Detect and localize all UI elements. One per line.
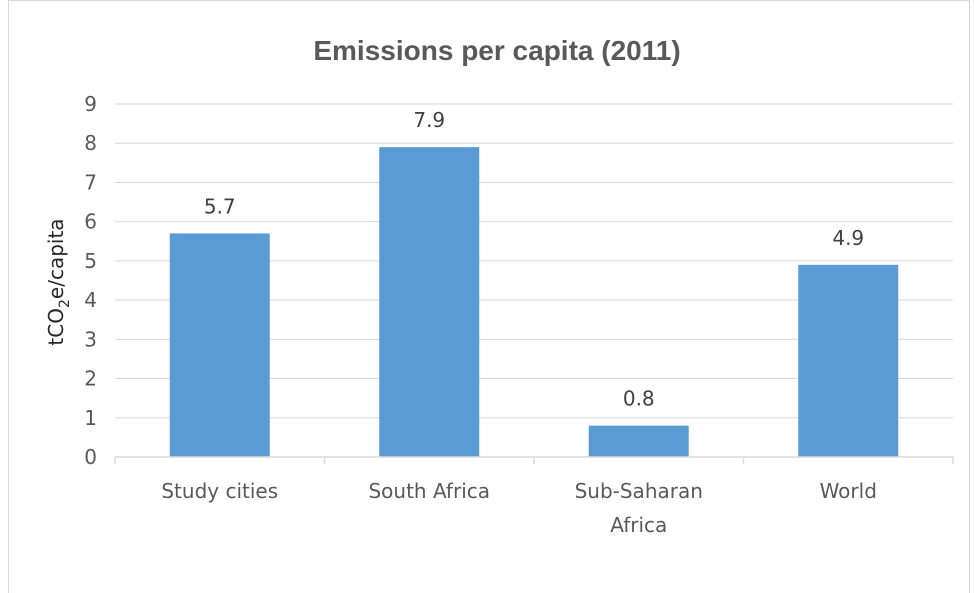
chart-title: Emissions per capita (2011) <box>313 35 680 66</box>
bars <box>169 147 899 457</box>
y-tick-label-7: 7 <box>84 170 97 194</box>
x-axis-categories: Study cities South Africa Sub-Saharan Afric… <box>161 479 877 537</box>
category-label-0: Study cities <box>161 479 278 503</box>
y-tick-label-1: 1 <box>84 406 97 430</box>
category-label-3: World <box>820 479 877 503</box>
x-axis <box>114 456 954 464</box>
y-axis-ticks: 0 1 2 3 4 5 6 7 8 9 <box>84 92 97 469</box>
bar-3 <box>798 264 899 457</box>
bar-1 <box>379 147 480 457</box>
category-label-2: Sub-Saharan Africa <box>575 479 703 537</box>
y-tick-label-8: 8 <box>84 131 97 155</box>
y-tick-label-6: 6 <box>84 210 97 234</box>
bar-0 <box>169 233 270 457</box>
category-label-1: South Africa <box>368 479 490 503</box>
bar-2 <box>588 425 689 457</box>
y-tick-label-3: 3 <box>84 327 97 351</box>
y-tick-label-5: 5 <box>84 249 97 273</box>
y-axis-label: tCO2e/capita <box>44 218 73 345</box>
data-labels: 5.7 7.9 0.8 4.9 <box>204 108 864 410</box>
data-label-0: 5.7 <box>204 194 236 218</box>
y-tick-label-2: 2 <box>84 367 97 391</box>
y-tick-label-0: 0 <box>84 445 97 469</box>
data-label-2: 0.8 <box>623 387 655 411</box>
data-label-3: 4.9 <box>832 226 864 250</box>
data-label-1: 7.9 <box>413 108 445 132</box>
y-axis-label-subscript: 2 <box>57 299 73 308</box>
y-tick-label-4: 4 <box>84 288 97 312</box>
y-tick-label-9: 9 <box>84 92 97 116</box>
